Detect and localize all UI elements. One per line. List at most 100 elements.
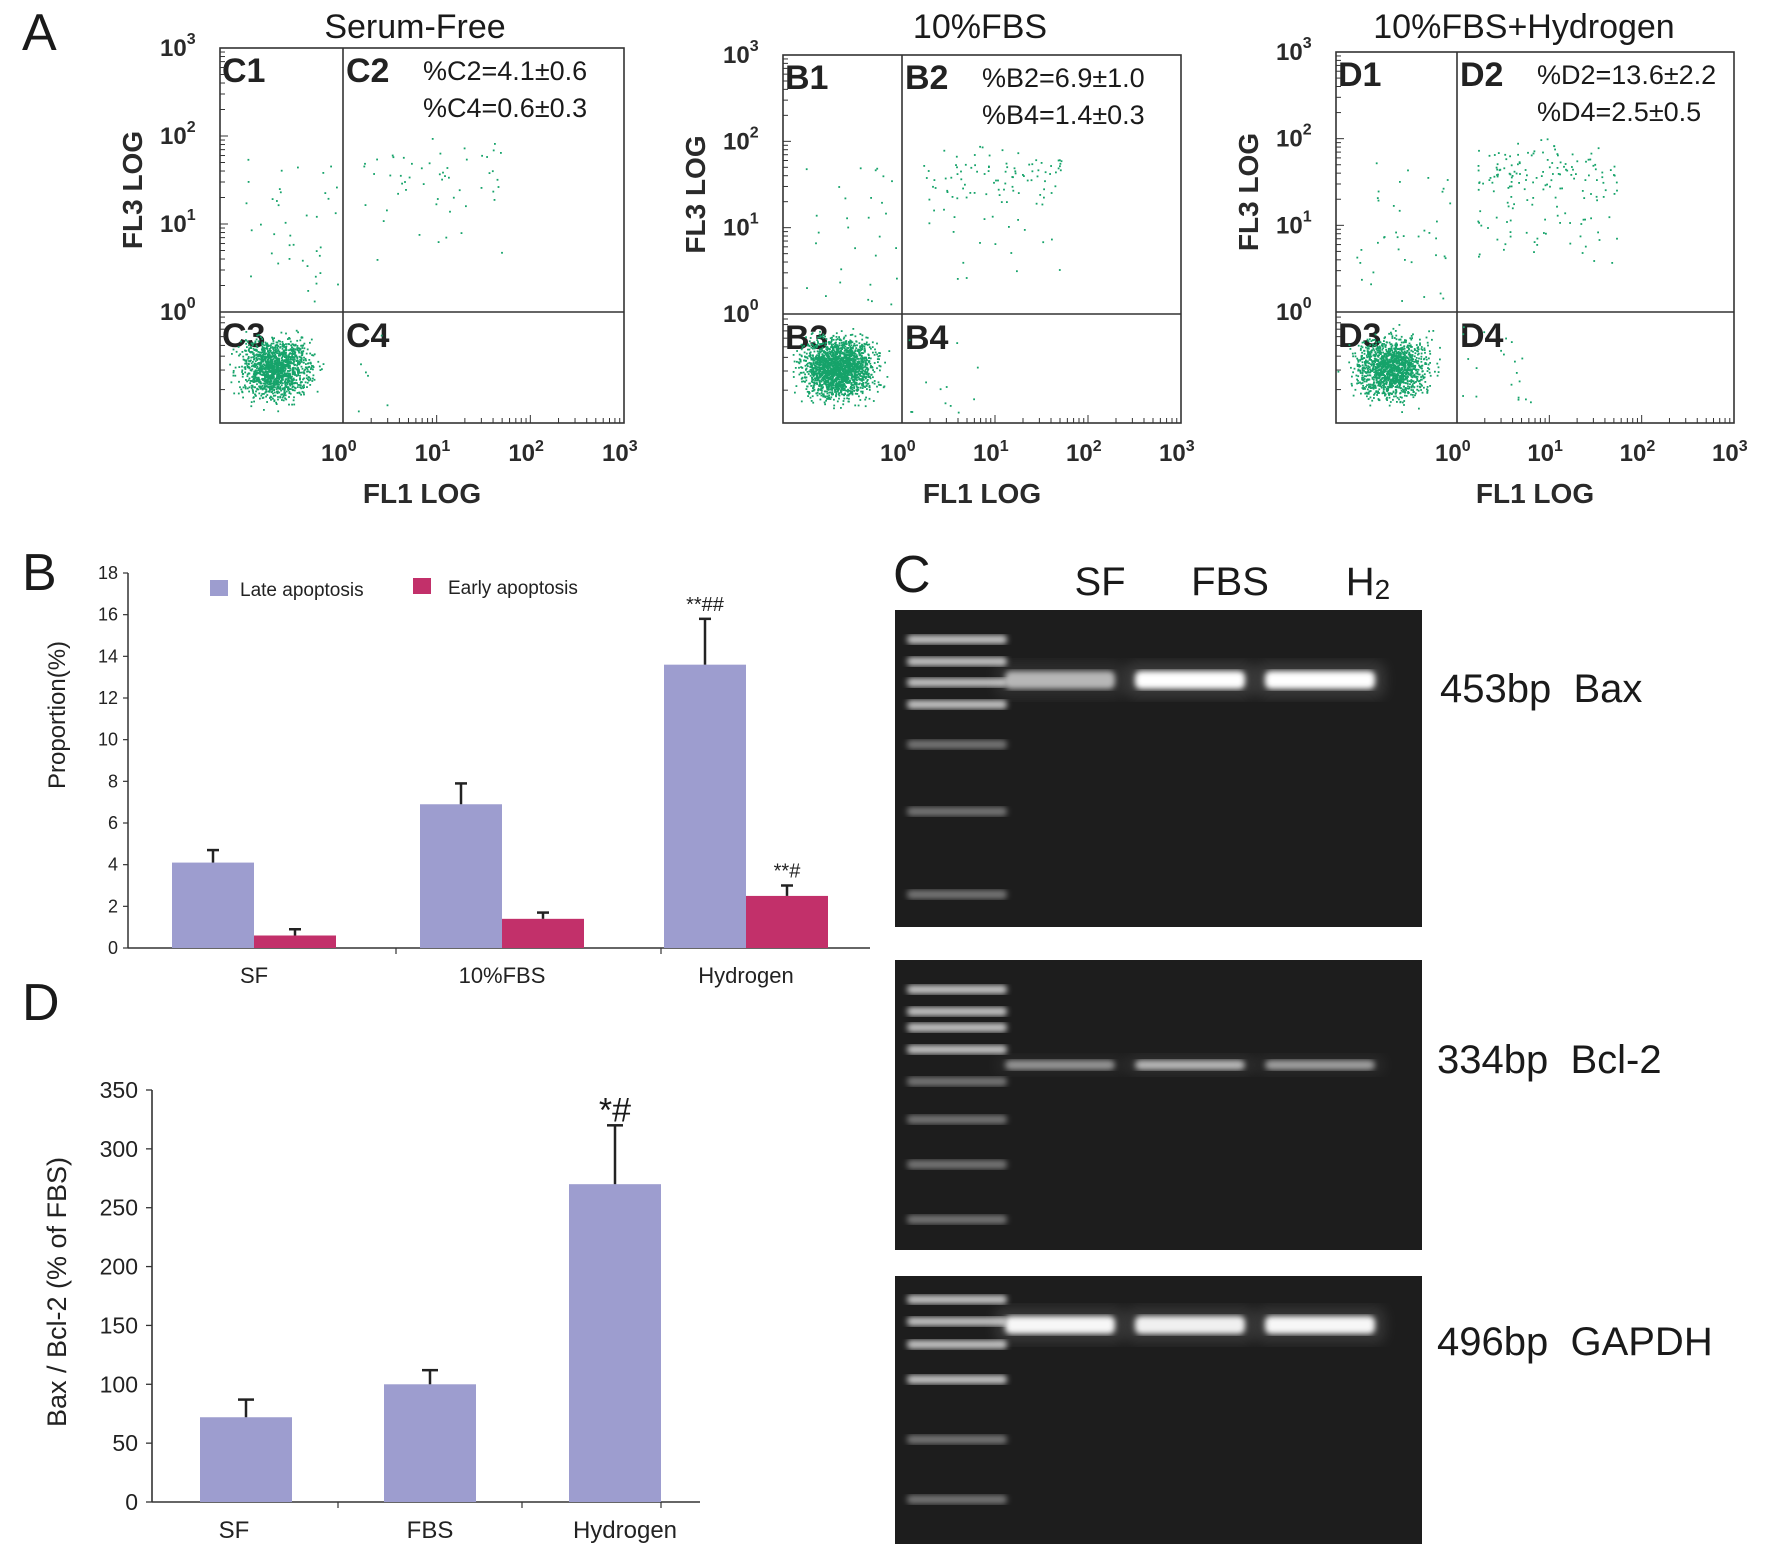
flow-event-dot xyxy=(1415,381,1417,383)
flow-event-dot xyxy=(285,346,287,349)
flow-event-dot xyxy=(284,361,287,364)
flow-event-dot xyxy=(851,366,854,368)
flow-event-dot xyxy=(865,377,867,380)
flow-event-dot xyxy=(810,400,813,402)
flow-event-dot xyxy=(269,375,272,377)
flow-event-dot xyxy=(847,389,850,392)
flow-event-dot xyxy=(229,363,231,366)
flow-event-dot xyxy=(1402,348,1405,351)
flow-event-dot xyxy=(1372,343,1374,346)
flow-event-dot xyxy=(946,191,949,193)
flow-event-dot xyxy=(834,374,836,376)
flow-event-dot xyxy=(828,367,831,369)
flow-event-dot xyxy=(1367,365,1370,368)
flow-event-dot xyxy=(836,353,838,355)
flow-event-dot xyxy=(293,352,296,355)
flow-event-dot xyxy=(809,355,811,358)
panel-label-b: B xyxy=(22,544,57,602)
flow-event-dot xyxy=(1395,334,1398,337)
flow-event-dot xyxy=(280,389,282,392)
flow-event-dot xyxy=(1395,354,1397,357)
flow-event-dot xyxy=(307,362,309,365)
flow-event-dot xyxy=(1423,349,1426,351)
flow-event-dot xyxy=(856,358,859,360)
flow-event-dot xyxy=(1351,375,1353,378)
flow-event-dot xyxy=(798,373,801,376)
flow-event-dot xyxy=(810,357,813,360)
flow-event-dot xyxy=(265,380,267,383)
quadrant-label-ll: D3 xyxy=(1338,317,1381,355)
flow-event-dot xyxy=(985,193,988,196)
y-tick-exponent: 2 xyxy=(187,119,196,136)
flow-event-dot xyxy=(255,390,257,393)
flow-event-dot xyxy=(878,352,880,354)
flow-event-dot xyxy=(1374,366,1377,368)
flow-event-dot xyxy=(843,354,846,357)
flow-event-dot xyxy=(817,359,820,362)
flow-event-dot xyxy=(286,372,289,375)
flow-event-dot xyxy=(1365,366,1368,369)
flow-event-dot xyxy=(840,352,842,355)
flow-event-dot xyxy=(830,373,833,376)
flow-event-dot xyxy=(297,374,300,377)
flow-event-dot xyxy=(263,355,265,358)
flow-event-dot xyxy=(998,194,1001,196)
flow-event-dot xyxy=(232,374,235,377)
flow-event-dot xyxy=(809,366,812,368)
flow-event-dot xyxy=(828,374,830,377)
flow-event-dot xyxy=(828,391,831,394)
flow-event-dot xyxy=(839,368,842,371)
flow-event-dot xyxy=(1017,219,1019,221)
flow-event-dot xyxy=(1380,385,1383,388)
flow-event-dot xyxy=(832,366,835,369)
flow-event-dot xyxy=(819,383,822,386)
flow-event-dot xyxy=(834,372,836,374)
flow-event-dot xyxy=(244,362,247,365)
flow-event-dot xyxy=(828,352,831,355)
flow-event-dot xyxy=(849,372,852,374)
flow-event-dot xyxy=(1390,359,1393,362)
flow-event-dot xyxy=(854,392,857,395)
flow-event-dot xyxy=(1391,384,1393,386)
flow-event-dot xyxy=(252,390,254,392)
flow-event-dot xyxy=(855,347,858,349)
flow-event-dot xyxy=(1381,348,1384,351)
flow-event-dot xyxy=(1387,364,1390,367)
flow-event-dot xyxy=(1359,359,1362,362)
flow-event-dot xyxy=(838,186,841,188)
flow-event-dot xyxy=(265,344,268,346)
flow-event-dot xyxy=(276,341,279,344)
flow-event-dot xyxy=(831,365,834,368)
flow-event-dot xyxy=(858,370,860,373)
flow-event-dot xyxy=(840,371,842,374)
flow-event-dot xyxy=(1375,347,1378,350)
quadrant-label-lr: D4 xyxy=(1460,317,1504,355)
flow-event-dot xyxy=(812,387,815,390)
flow-event-dot xyxy=(330,165,332,168)
flow-event-dot xyxy=(1008,226,1010,228)
flow-event-dot xyxy=(242,396,244,399)
flow-event-dot xyxy=(1382,356,1385,359)
flow-event-dot xyxy=(1005,162,1008,165)
flow-event-dot xyxy=(869,366,872,369)
flow-event-dot xyxy=(853,372,856,375)
flow-event-dot xyxy=(842,344,844,347)
flow-event-dot xyxy=(863,347,866,350)
flow-event-dot xyxy=(867,353,870,356)
flow-event-dot xyxy=(302,387,305,389)
flow-event-dot xyxy=(1359,365,1362,367)
flow-event-dot xyxy=(279,343,282,346)
flow-event-dot xyxy=(816,339,819,341)
flow-event-dot xyxy=(1366,360,1368,363)
flow-event-dot xyxy=(1378,347,1380,350)
flow-event-dot xyxy=(817,388,820,391)
flow-event-dot xyxy=(431,138,434,140)
flow-event-dot xyxy=(289,388,292,390)
flow-event-dot xyxy=(857,350,860,353)
flow-event-dot xyxy=(1406,344,1409,347)
flow-event-dot xyxy=(1387,378,1390,381)
flow-event-dot xyxy=(1429,385,1431,387)
flow-event-dot xyxy=(258,372,260,375)
flow-event-dot xyxy=(841,365,844,368)
